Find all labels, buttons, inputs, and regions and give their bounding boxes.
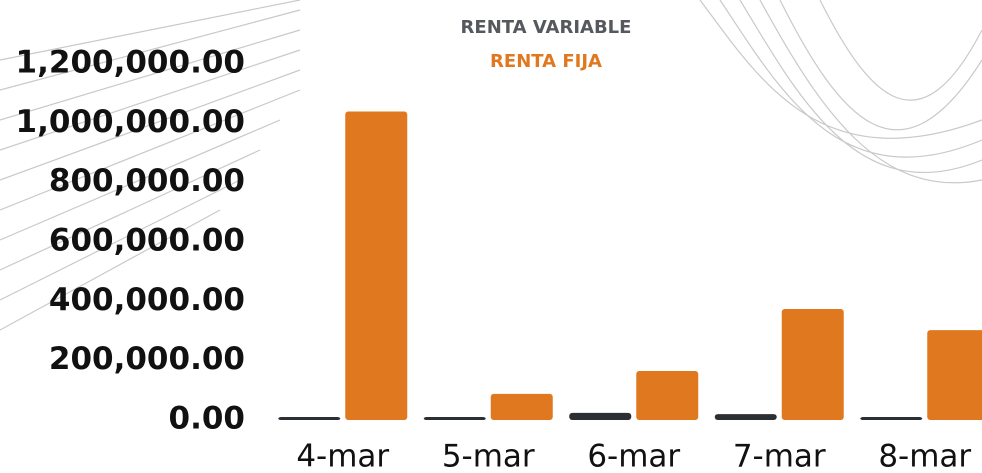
y-tick-label: 200,000.00	[49, 341, 245, 377]
y-tick-label: 600,000.00	[49, 223, 245, 259]
x-tick-label: 4-mar	[296, 439, 389, 473]
y-tick-label: 1,200,000.00	[16, 45, 245, 81]
bar	[424, 417, 486, 420]
bar	[636, 371, 698, 420]
bar	[345, 111, 407, 420]
x-tick-label: 7-mar	[733, 439, 826, 473]
bar	[927, 330, 982, 420]
x-tick-label: 8-mar	[878, 439, 971, 473]
legend-label: RENTA FIJA	[490, 51, 602, 72]
bar	[569, 413, 631, 420]
y-tick-label: 800,000.00	[49, 163, 245, 199]
bar	[782, 309, 844, 420]
bar	[715, 414, 777, 420]
x-tick-label: 5-mar	[442, 439, 535, 473]
page: {"chart_data": {"type": "bar", "categori…	[0, 0, 982, 473]
x-tick-label: 6-mar	[587, 439, 680, 473]
y-tick-label: 0.00	[169, 401, 246, 437]
y-tick-label: 1,000,000.00	[16, 104, 245, 140]
legend-label: RENTA VARIABLE	[461, 17, 632, 38]
chart: 0.00 200,000.00 400,000.00 600,000.00 800,00…	[0, 0, 982, 473]
bar	[491, 394, 553, 420]
y-tick-label: 400,000.00	[49, 282, 245, 318]
bar	[860, 417, 922, 420]
bar	[278, 417, 340, 420]
